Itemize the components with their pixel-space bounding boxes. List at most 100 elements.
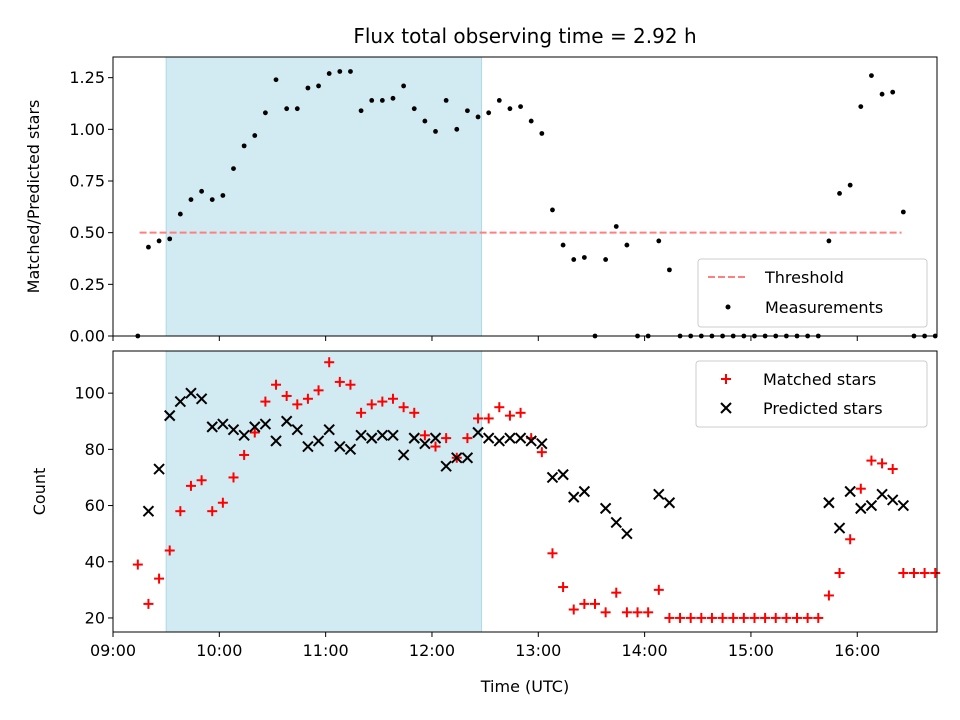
predicted-star-marker xyxy=(855,502,867,515)
predicted-star-marker xyxy=(270,435,282,447)
predicted-star-marker xyxy=(419,438,431,450)
measurement-point xyxy=(337,69,343,74)
predicted-star-marker xyxy=(525,435,537,447)
y-tick-label: 80 xyxy=(85,440,105,459)
x-tick-label: 14:00 xyxy=(622,641,668,660)
predicted-star-marker xyxy=(153,463,165,475)
y-tick-label: 0.00 xyxy=(69,327,105,346)
measurement-point xyxy=(550,207,555,213)
legend-matched-swatch xyxy=(721,374,731,384)
count-y-axis-label: Count xyxy=(30,468,49,516)
predicted-star-marker xyxy=(844,485,856,498)
count-legend-box xyxy=(695,360,928,428)
measurement-point xyxy=(879,91,885,97)
predicted-star-marker xyxy=(302,440,314,453)
ratio-panel: 0.00 0.25 0.50 0.75 1.00 1.25 Flux total obse… xyxy=(24,24,938,346)
x-tick-label: 13:00 xyxy=(515,641,561,660)
measurement-point xyxy=(379,98,385,103)
predicted-star-marker xyxy=(599,502,612,515)
count-panel: 20 40 60 80 100 09:00 10:00 11:00 12:00 13:00 14:… xyxy=(30,350,941,696)
predicted-star-marker xyxy=(578,485,591,498)
predicted-star-marker xyxy=(366,432,378,444)
y-tick-label: 60 xyxy=(85,496,105,515)
ratio-plot-frame xyxy=(112,56,938,337)
legend-matched-label: Matched stars xyxy=(763,370,876,389)
measurement-point xyxy=(624,242,630,248)
predicted-star-marker xyxy=(461,452,474,464)
ratio-x-ticks xyxy=(112,336,858,341)
predicted-star-marker xyxy=(865,499,878,512)
predicted-star-marker xyxy=(504,432,516,444)
measurement-point xyxy=(422,118,428,124)
measurement-point xyxy=(667,267,672,273)
x-tick-label: 09:00 xyxy=(90,641,136,660)
predicted-star-marker xyxy=(557,468,569,481)
measurement-point xyxy=(411,106,417,112)
count-y-ticks: 20 40 60 80 100 xyxy=(74,384,113,627)
predicted-star-marker xyxy=(195,393,208,405)
predicted-star-marker xyxy=(897,499,910,512)
measurement-point xyxy=(348,69,353,74)
y-tick-label: 100 xyxy=(74,384,105,403)
predicted-star-marker xyxy=(823,497,835,509)
predicted-star-marker xyxy=(238,429,250,442)
measurement-point xyxy=(581,255,587,260)
measurement-point xyxy=(369,98,375,103)
predicted-star-marker xyxy=(142,505,155,517)
predicted-star-marker xyxy=(206,421,218,433)
predicted-star-marker xyxy=(249,421,261,433)
legend-predicted-swatch xyxy=(720,402,732,414)
predicted-star-marker xyxy=(344,443,357,456)
predicted-star-marker xyxy=(387,429,399,442)
measurement-point xyxy=(146,244,151,250)
y-tick-label: 20 xyxy=(85,608,105,627)
measurement-point xyxy=(900,209,906,215)
measurement-point xyxy=(401,83,407,89)
predicted-star-marker xyxy=(451,452,463,464)
ratio-y-ticks: 0.00 0.25 0.50 0.75 1.00 1.25 xyxy=(69,68,113,346)
measurement-point xyxy=(486,110,492,116)
measurement-point xyxy=(656,238,662,244)
measurement-point xyxy=(465,108,470,114)
predicted-star-marker xyxy=(472,426,484,439)
measurement-point xyxy=(433,129,438,134)
predicted-star-marker xyxy=(312,435,325,447)
measurement-point xyxy=(209,197,215,203)
measurement-point xyxy=(199,188,205,194)
legend-threshold-label: Threshold xyxy=(764,268,844,287)
measurement-point xyxy=(284,106,290,112)
measurement-point xyxy=(294,106,300,112)
x-tick-label: 16:00 xyxy=(834,641,880,660)
predicted-star-marker xyxy=(429,432,442,444)
predicted-star-marker xyxy=(833,522,846,534)
predicted-star-marker xyxy=(482,432,495,444)
predicted-star-marker xyxy=(323,423,335,436)
legend-predicted-label: Predicted stars xyxy=(763,399,883,418)
count-x-ticks: 09:00 10:00 11:00 12:00 13:00 14:00 15:00 16:00 xyxy=(90,632,880,660)
predicted-star-marker xyxy=(397,449,410,461)
measurement-point xyxy=(507,106,513,112)
x-tick-label: 12:00 xyxy=(409,641,455,660)
predicted-star-marker xyxy=(546,471,559,484)
predicted-star-marker xyxy=(653,488,665,501)
y-tick-label: 1.00 xyxy=(69,120,105,139)
predicted-star-marker xyxy=(663,497,676,509)
measurement-point xyxy=(837,191,842,196)
measurement-point xyxy=(262,110,268,116)
observing-window-shade xyxy=(165,350,483,633)
measurement-point xyxy=(847,182,853,188)
legend-measurements-label: Measurements xyxy=(765,298,883,317)
predicted-star-marker xyxy=(280,415,293,427)
measurement-point xyxy=(188,197,194,203)
measurement-point xyxy=(560,242,566,248)
count-legend: Matched stars Predicted stars xyxy=(695,360,928,428)
predicted-star-marker xyxy=(493,435,506,447)
y-tick-label: 0.25 xyxy=(69,275,105,294)
x-tick-label: 10:00 xyxy=(196,641,242,660)
measurement-point xyxy=(231,166,236,172)
predicted-star-marker xyxy=(259,418,272,430)
measurement-point xyxy=(571,257,577,262)
measurement-point xyxy=(443,98,449,103)
ratio-y-axis-label: Matched/Predicted stars xyxy=(24,100,43,294)
